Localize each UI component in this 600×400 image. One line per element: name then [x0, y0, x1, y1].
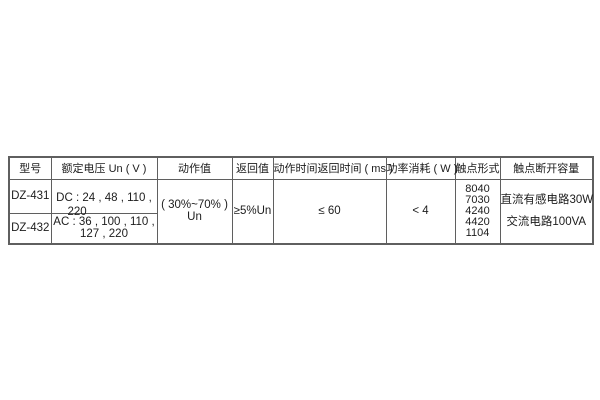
table-row-dz432: DZ-432 AC : 36 , 100 , 110 , 127 , 220	[8, 212, 593, 245]
header-power-consumption: 功率消耗 ( W )	[385, 156, 457, 180]
header-contact-form: 触点形式	[454, 156, 501, 180]
cell-rated-voltage-ac: AC : 36 , 100 , 110 , 127 , 220	[50, 212, 158, 245]
ac-voltage-line2: 127 , 220	[80, 228, 128, 241]
contact-form-value: 8040	[465, 182, 490, 195]
header-return-value: 返回值	[231, 156, 274, 180]
relay-spec-table: 型号 额定电压 Un ( V ) 动作值 返回值 动作时间返回时间 ( ms )…	[8, 156, 594, 245]
contact-form-value: 4240	[465, 204, 490, 217]
ac-voltage-line1: AC : 36 , 100 , 110 ,	[53, 215, 155, 228]
breaking-capacity-dc: 直流有感电路30W	[500, 194, 594, 207]
header-action-return-time: 动作时间返回时间 ( ms )	[272, 156, 393, 180]
header-row: 型号 额定电压 Un ( V ) 动作值 返回值 动作时间返回时间 ( ms )…	[8, 156, 594, 180]
contact-form-value: 4420	[465, 215, 490, 228]
cell-action-return-time: ≤ 60	[272, 178, 387, 245]
cell-return-value: ≥5%Un	[231, 178, 274, 245]
contact-form-value: 7030	[465, 193, 490, 206]
table-row-dz431: DZ-431 DC : 24 , 48 , 110 , 220 ( 30%~70…	[8, 178, 594, 245]
header-rated-voltage: 额定电压 Un ( V )	[50, 156, 158, 180]
cell-model-dz432: DZ-432	[8, 212, 52, 245]
cell-action-value: ( 30%~70% ) Un	[156, 178, 233, 245]
contact-form-value: 1104	[465, 226, 490, 239]
cell-power-consumption: < 4	[385, 178, 456, 245]
header-model: 型号	[8, 156, 52, 180]
cell-model-dz431: DZ-431	[8, 178, 52, 214]
header-contact-breaking-capacity: 触点断开容量	[499, 156, 594, 180]
cell-contact-forms: 8040 7030 4240 4420 1104	[454, 178, 501, 245]
cell-rated-voltage-dc: DC : 24 , 48 , 110 , 220	[50, 178, 158, 218]
header-action-value: 动作值	[156, 156, 233, 180]
cell-breaking-capacity: 直流有感电路30W 交流电路100VA	[499, 178, 594, 245]
breaking-capacity-ac: 交流电路100VA	[506, 216, 587, 229]
dc-voltage-line2: 220	[67, 205, 87, 218]
dc-voltage-line1: DC : 24 , 48 , 110 ,	[56, 192, 152, 204]
